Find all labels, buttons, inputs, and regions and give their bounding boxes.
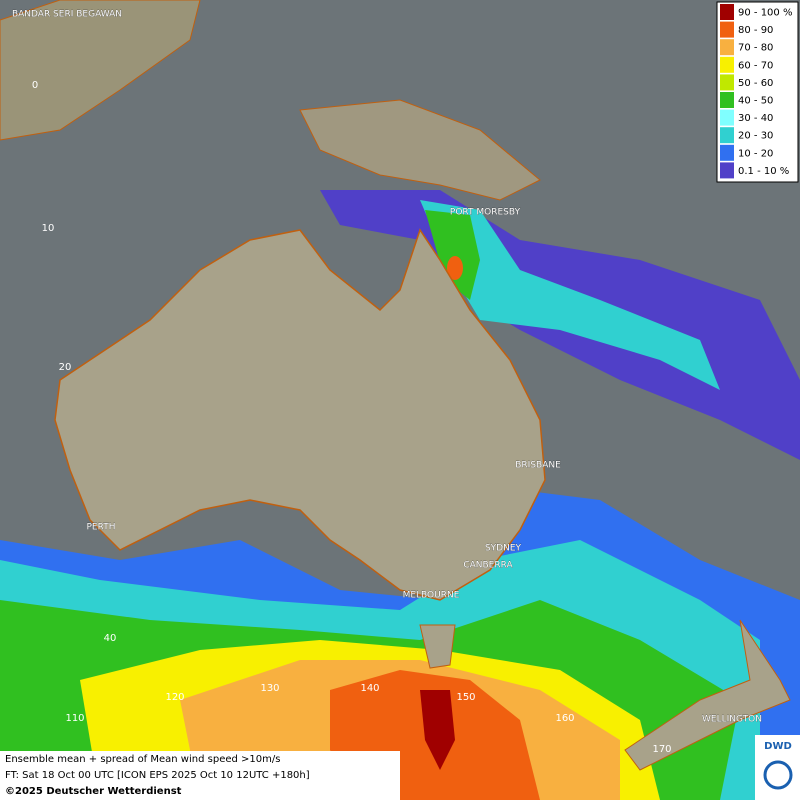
footer-line: Ensemble mean + spread of Mean wind spee… xyxy=(5,754,280,765)
city-label: WELLINGTON xyxy=(702,715,762,725)
legend-label: 80 - 90 xyxy=(738,25,773,36)
logo-icon xyxy=(763,760,793,790)
new-zealand xyxy=(624,619,791,771)
legend-swatch xyxy=(720,74,734,91)
legend-label: 10 - 20 xyxy=(738,148,773,159)
grid-label: 110 xyxy=(65,713,84,724)
logo-text: DWD xyxy=(764,741,792,752)
city-label: CANBERRA xyxy=(463,561,513,571)
grid-label: 40 xyxy=(104,633,117,644)
legend-label: 20 - 30 xyxy=(738,131,773,142)
wind-area xyxy=(447,256,463,280)
footer-line: ©2025 Deutscher Wetterdienst xyxy=(5,786,182,797)
city-label: BRISBANE xyxy=(515,461,561,471)
grid-label: 20 xyxy=(59,362,72,373)
city-label: PERTH xyxy=(87,523,116,533)
legend-swatch xyxy=(720,4,734,20)
wind-area xyxy=(425,210,480,300)
legend-label: 0.1 - 10 % xyxy=(738,166,789,177)
grid-label: 140 xyxy=(360,683,379,694)
wind-area xyxy=(420,200,720,390)
city-label: PORT MORESBY xyxy=(450,208,521,218)
grid-label: 120 xyxy=(165,692,184,703)
land xyxy=(0,0,201,141)
legend-label: 30 - 40 xyxy=(738,113,773,124)
wind-area xyxy=(420,690,455,770)
legend-swatch xyxy=(720,39,734,56)
legend-swatch xyxy=(720,144,734,161)
city-label: SYDNEY xyxy=(485,544,522,554)
grid-label: 160 xyxy=(555,713,574,724)
city-label: BANDAR SERI BEGAWAN xyxy=(12,10,122,20)
australia xyxy=(54,228,546,601)
tasmania xyxy=(419,624,456,669)
legend-swatch xyxy=(720,21,734,38)
legend-label: 90 - 100 % xyxy=(738,8,792,19)
legend-label: 50 - 60 xyxy=(738,78,773,89)
legend-swatch xyxy=(720,162,734,179)
legend-label: 40 - 50 xyxy=(738,96,773,107)
legend-label: 60 - 70 xyxy=(738,60,773,71)
footer-line: FT: Sat 18 Oct 00 UTC [ICON EPS 2025 Oct… xyxy=(5,770,310,781)
land xyxy=(299,99,541,201)
city-label: MELBOURNE xyxy=(403,591,460,601)
grid-label: 10 xyxy=(42,223,55,234)
legend-label: 70 - 80 xyxy=(738,43,773,54)
grid-label: 0 xyxy=(32,80,38,91)
grid-label: 130 xyxy=(260,683,279,694)
legend-swatch xyxy=(720,109,734,126)
legend-swatch xyxy=(720,92,734,108)
legend-swatch xyxy=(720,56,734,73)
footer-box xyxy=(0,751,400,800)
grid-label: 150 xyxy=(456,692,475,703)
grid-label: 170 xyxy=(652,744,671,755)
legend-swatch xyxy=(720,127,734,144)
